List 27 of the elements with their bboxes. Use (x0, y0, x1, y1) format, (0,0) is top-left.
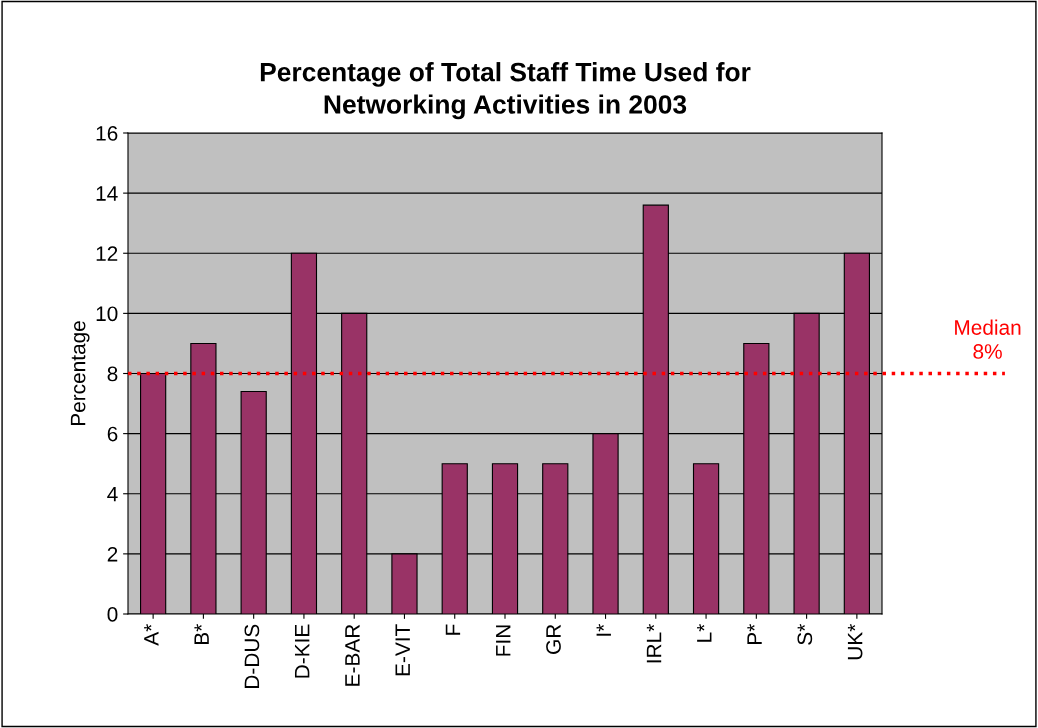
x-tick-label: D-DUS (244, 624, 260, 688)
ref-line-label: Median 8% (955, 319, 1021, 359)
x-tick-label: E-BAR (345, 624, 360, 686)
chart-title: Percentage of Total Staff Time Used for Networking Activities in 2003 (260, 62, 751, 120)
y-tick-label: 14 (96, 186, 118, 201)
y-tick-label: 0 (107, 607, 118, 622)
x-tick-label: B* (194, 624, 209, 645)
x-tick-label: F (445, 624, 461, 635)
y-tick-label: 4 (107, 486, 118, 502)
x-tick-label: A* (144, 624, 159, 646)
y-axis-title: Percentage (70, 321, 90, 426)
y-tick-label: 16 (96, 126, 118, 141)
x-tick-label: D-KIE (294, 624, 310, 678)
y-tick-label: 8 (107, 366, 118, 382)
x-tick-label: I* (596, 624, 611, 636)
y-tick-label: 10 (96, 306, 118, 322)
x-tick-label: FIN (496, 625, 511, 656)
x-tick-label: E-VIT (395, 624, 410, 676)
x-tick-label: UK* (847, 624, 863, 660)
x-tick-label: P* (747, 624, 762, 645)
x-tick-label: IRL* (646, 624, 662, 663)
x-tick-label: L* (697, 624, 712, 642)
y-tick-label: 2 (107, 546, 118, 562)
x-tick-label: GR (546, 624, 561, 654)
y-tick-label: 12 (96, 246, 118, 261)
y-tick-label: 6 (107, 426, 118, 442)
x-tick-label: S* (797, 624, 813, 645)
